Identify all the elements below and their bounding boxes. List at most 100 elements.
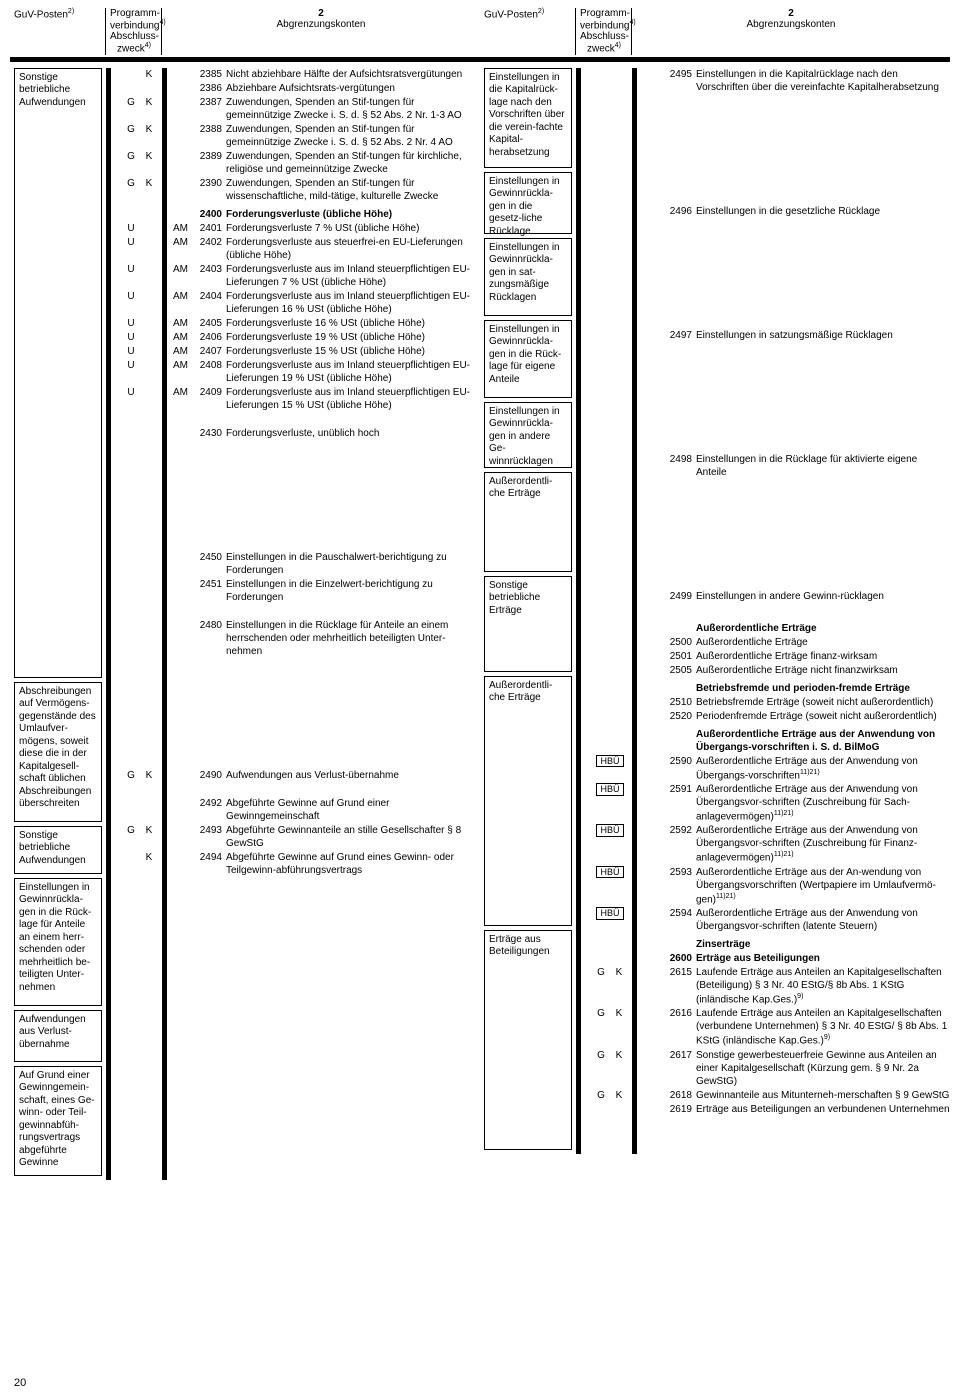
account-row: 2386Abziehbare Aufsichtsrats-vergütungen (112, 82, 480, 95)
account-text: Laufende Erträge aus Anteilen an Kapital… (696, 966, 950, 1006)
account-number: 2600 (660, 952, 696, 965)
account-text: Forderungsverluste aus im Inland steuerp… (226, 359, 480, 385)
left-guv-col: Sonstige betriebliche Aufwendungen Absch… (10, 68, 106, 1180)
account-row: 2497Einstellungen in satzungsmäßige Rück… (582, 329, 950, 342)
prog-letter: G (125, 769, 137, 782)
account-row: GK2618Gewinnanteile aus Mitunterneh-mers… (582, 1089, 950, 1102)
prog-cell: K (112, 851, 168, 864)
hdr-acc-title: Abgrenzungskonten (632, 19, 950, 30)
account-row: 2619Erträge aus Beteiligungen an verbund… (582, 1103, 950, 1116)
account-text: Zuwendungen, Spenden an Stif-tungen für … (226, 150, 480, 176)
prog-letter: U (125, 317, 137, 330)
prog-letter (125, 68, 137, 81)
account-row: HBÜ2592Außerordentliche Erträge aus der … (582, 824, 950, 864)
account-text: Außerordentliche Erträge (696, 636, 950, 649)
left-half: GuV-Posten2) Programm-verbindung4) Absch… (10, 8, 480, 1180)
hdr-acc-title: Abgrenzungskonten (162, 19, 480, 30)
prog-letter: K (143, 123, 155, 136)
account-number: 2495 (660, 68, 696, 81)
account-text: Nicht abziehbare Hälfte der Aufsichtsrat… (226, 68, 480, 81)
prog-letter (143, 222, 155, 235)
account-number: 2500 (660, 636, 696, 649)
guv-box: Sonstige betriebliche Aufwendungen (14, 68, 102, 678)
prog-cell: GK (112, 177, 168, 190)
prog-letter: G (125, 824, 137, 837)
guv-box: Einstellungen in die Kapitalrück-lage na… (484, 68, 572, 168)
hdr-guv-sup: 2) (68, 8, 74, 15)
account-row: 2450Einstellungen in die Pauschalwert-be… (112, 551, 480, 577)
guv-box: Einstellungen in Gewinnrückla-gen in die… (484, 172, 572, 234)
account-row: UAM2408Forderungsverluste aus im Inland … (112, 359, 480, 385)
prog-letter: K (613, 1007, 625, 1020)
account-text: Erträge aus Beteiligungen an verbundenen… (696, 1103, 950, 1116)
prog-badge: HBÜ (596, 783, 623, 796)
account-text: Aufwendungen aus Verlust-übernahme (226, 769, 480, 782)
prog-cell: GK (582, 966, 638, 979)
account-number: 2451 (190, 578, 226, 591)
pre-code: AM (168, 317, 190, 330)
prog-letter: G (125, 150, 137, 163)
account-number: 2404 (190, 290, 226, 303)
prog-letter: G (125, 123, 137, 136)
account-row: 2520Periodenfremde Erträge (soweit nicht… (582, 710, 950, 723)
account-text: Außerordentliche Erträge aus der Anwendu… (696, 783, 950, 823)
prog-cell: U (112, 222, 168, 235)
prog-letter: G (595, 966, 607, 979)
account-row: UAM2406Forderungsverluste 19 % USt (übli… (112, 331, 480, 344)
page-number: 20 (14, 1377, 26, 1389)
account-text: Forderungsverluste 19 % USt (übliche Höh… (226, 331, 480, 344)
prog-letter (143, 345, 155, 358)
prog-letter (143, 263, 155, 276)
account-row: 2600Erträge aus Beteiligungen (582, 952, 950, 965)
account-row: 2400Forderungsverluste (übliche Höhe) (112, 208, 480, 221)
account-number: 2493 (190, 824, 226, 837)
prog-letter (143, 331, 155, 344)
account-number: 2450 (190, 551, 226, 564)
account-number: 2400 (190, 208, 226, 221)
prog-letter: G (595, 1049, 607, 1062)
account-text: Forderungsverluste (übliche Höhe) (226, 208, 480, 221)
pre-code: AM (168, 345, 190, 358)
prog-letter (143, 317, 155, 330)
account-text: Forderungsverluste 7 % USt (übliche Höhe… (226, 222, 480, 235)
account-number: 2492 (190, 797, 226, 810)
prog-letter: U (125, 222, 137, 235)
account-number: 2405 (190, 317, 226, 330)
prog-cell: K (112, 68, 168, 81)
prog-letter: G (125, 96, 137, 109)
guv-box: Außerordentli-che Erträge (484, 676, 572, 926)
account-row: HBÜ2591Außerordentliche Erträge aus der … (582, 783, 950, 823)
account-text: Forderungsverluste 15 % USt (übliche Höh… (226, 345, 480, 358)
hdr-acc-num: 2 (632, 8, 950, 19)
prog-cell: U (112, 331, 168, 344)
account-text: Forderungsverluste aus im Inland steuerp… (226, 290, 480, 316)
prog-cell: U (112, 290, 168, 303)
pre-code: AM (168, 263, 190, 276)
prog-cell: GK (112, 150, 168, 163)
account-row: Zinserträge (582, 938, 950, 951)
hdr-prog2: Abschluss-zweck (110, 31, 159, 54)
prog-cell: HBÜ (582, 755, 638, 768)
account-text: Betriebsfremde und perioden-fremde Erträ… (696, 682, 950, 695)
prog-letter: K (143, 851, 155, 864)
prog-letter: U (125, 263, 137, 276)
account-number: 2385 (190, 68, 226, 81)
account-text: Einstellungen in die gesetzliche Rücklag… (696, 205, 950, 218)
prog-letter: K (613, 1049, 625, 1062)
account-number: 2386 (190, 82, 226, 95)
account-text: Abgeführte Gewinne auf Grund eines Gewin… (226, 851, 480, 877)
text-sup: 11)21) (800, 769, 820, 776)
account-text: Einstellungen in die Einzelwert-berichti… (226, 578, 480, 604)
guv-box: Aufwendungen aus Verlust-übernahme (14, 1010, 102, 1062)
account-number: 2494 (190, 851, 226, 864)
account-number: 2593 (660, 866, 696, 879)
text-sup: 11)21) (716, 893, 736, 900)
hdr-prog2-sup: 4) (145, 42, 151, 49)
account-row: 2496Einstellungen in die gesetzliche Rüc… (582, 205, 950, 218)
hdr-prog1: Programm-verbindung (580, 8, 630, 31)
prog-cell: U (112, 317, 168, 330)
account-number: 2388 (190, 123, 226, 136)
account-number: 2520 (660, 710, 696, 723)
account-row: GK2615Laufende Erträge aus Anteilen an K… (582, 966, 950, 1006)
account-number: 2402 (190, 236, 226, 249)
